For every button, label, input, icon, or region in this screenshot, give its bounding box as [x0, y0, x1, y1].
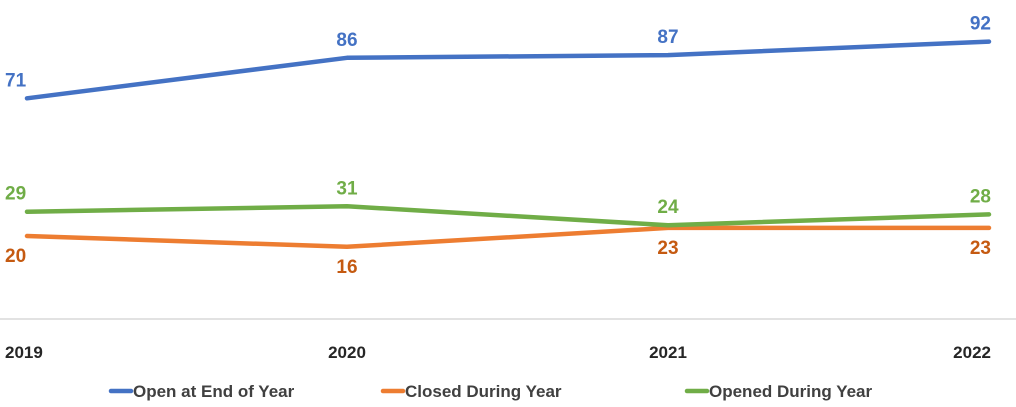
legend: Open at End of Year Closed During Year Ope…	[108, 382, 873, 401]
data-label: 31	[336, 178, 358, 199]
data-label: 16	[336, 257, 357, 278]
data-label: 23	[970, 238, 991, 259]
legend-label: Opened During Year	[709, 382, 873, 401]
x-tick-label: 2021	[649, 343, 687, 362]
series-line-2	[24, 204, 992, 228]
data-label: 71	[5, 70, 27, 91]
data-label: 23	[657, 238, 678, 259]
legend-label: Closed During Year	[405, 382, 562, 401]
x-tick-label: 2019	[5, 343, 43, 362]
x-axis-ticks: 2019 2020 2021 2022	[5, 343, 991, 362]
data-label: 92	[970, 14, 991, 35]
data-label: 24	[657, 197, 679, 218]
series-line-1	[24, 225, 992, 250]
data-label: 29	[5, 184, 26, 205]
data-label: 28	[970, 186, 991, 207]
x-tick-label: 2022	[953, 343, 991, 362]
data-label: 87	[657, 27, 678, 48]
legend-label: Open at End of Year	[133, 382, 295, 401]
data-label-layer: 71 86 87 92 20 16 23 23 29 31 24 28	[5, 14, 991, 278]
x-tick-label: 2020	[328, 343, 366, 362]
series-line-0	[24, 39, 992, 101]
data-label: 86	[336, 30, 357, 51]
series-layer	[24, 39, 992, 250]
data-label: 20	[5, 246, 26, 267]
